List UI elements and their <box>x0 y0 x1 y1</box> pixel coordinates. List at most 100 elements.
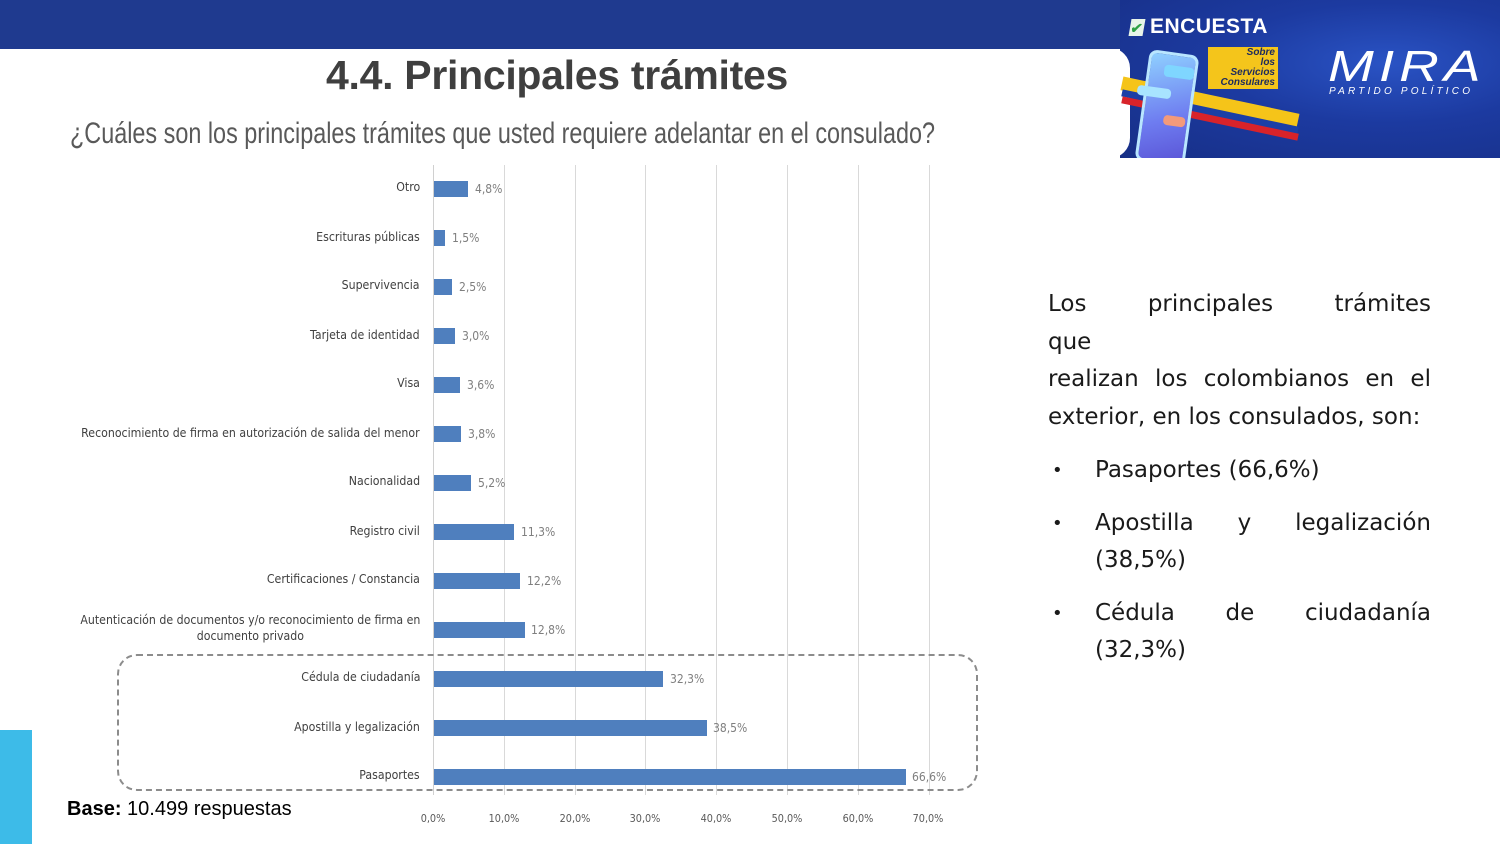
x-tick-label: 60,0% <box>842 812 874 825</box>
value-label: 32,3% <box>670 672 705 686</box>
category-label: Apostilla y legalización <box>294 719 420 734</box>
word: de <box>1225 600 1255 626</box>
bar <box>434 328 456 344</box>
value-label: 5,2% <box>478 476 506 490</box>
category-label: Cédula de ciudadanía <box>300 669 420 684</box>
x-tick-label: 10,0% <box>488 812 520 825</box>
category-label: Certificaciones / Constancia <box>266 571 420 586</box>
survey-subtitle-box: Sobre los Servicios Consulares <box>1208 47 1278 89</box>
gridline <box>787 165 788 795</box>
brand-subtitle: PARTIDO POLÍTICO <box>1329 86 1474 97</box>
category-label-line: documento privado <box>196 628 304 643</box>
word: Apostilla <box>1095 510 1194 536</box>
value-label: 4,8% <box>475 182 503 196</box>
bar <box>434 181 468 197</box>
survey-question: ¿Cuáles son los principales trámites que… <box>70 117 936 150</box>
category-label: Escrituras públicas <box>316 229 420 244</box>
top-three-highlight-box <box>117 654 978 791</box>
bar <box>434 377 460 393</box>
chat-bubble-icon <box>1163 64 1195 81</box>
summary-item: • Apostilla y legalización (38,5%) <box>1048 505 1431 579</box>
bar <box>434 769 906 785</box>
category-label: Nacionalidad <box>348 473 420 488</box>
y-axis-line <box>433 165 434 795</box>
base-note: Base: 10.499 respuestas <box>67 798 292 821</box>
survey-label: ✔ ENCUESTA <box>1128 15 1268 39</box>
gridline <box>857 165 859 795</box>
x-tick-label: 0,0% <box>420 812 446 825</box>
side-accent-bar <box>0 730 32 844</box>
gridline <box>645 165 647 795</box>
bar <box>434 671 663 687</box>
word: y <box>1237 510 1252 536</box>
brand-logo: MIRA <box>1328 42 1486 91</box>
value-label: 3,6% <box>467 378 495 392</box>
intro-line: realizan los colombianos en el <box>1048 361 1431 399</box>
survey-subtitle-line: Consulares <box>1220 77 1275 88</box>
value-label: 3,8% <box>468 427 496 441</box>
value-label: 12,8% <box>531 623 566 637</box>
bar <box>434 524 514 540</box>
value-label: 2,5% <box>459 280 487 294</box>
bullet-icon: • <box>1052 513 1063 534</box>
value-label: 3,0% <box>462 329 490 343</box>
phone-illustration-icon <box>1134 49 1200 158</box>
page-title: 4.4. Principales trámites <box>326 52 788 98</box>
category-label-line: Autenticación de documentos y/o reconoci… <box>79 612 420 627</box>
survey-banner: ✔ ENCUESTA Sobre los Servicios Consulare… <box>1120 0 1500 158</box>
summary-item-text: Pasaportes (66,6%) <box>1095 457 1320 483</box>
bar-chart: 4,8% 1,5% 2,5% 3,0% 3,6% 3,8% 5,2% 11,3%… <box>0 160 1000 840</box>
bar <box>434 475 471 491</box>
category-label: Pasaportes <box>359 767 420 782</box>
intro-line: Los principales trámites que <box>1048 286 1431 361</box>
category-label: Supervivencia <box>342 277 420 292</box>
bar <box>434 622 525 638</box>
category-label: Autenticación de documentos y/o reconoci… <box>80 612 420 644</box>
word: Cédula <box>1095 600 1175 626</box>
value-label: 12,2% <box>527 574 562 588</box>
intro-line: exterior, en los consulados, son: <box>1048 403 1421 430</box>
word: legalización <box>1295 510 1431 536</box>
word: ciudadanía <box>1304 600 1431 626</box>
category-label: Visa <box>397 375 420 390</box>
summary-intro: Los principales trámites que realizan lo… <box>1048 286 1431 436</box>
survey-label-text: ENCUESTA <box>1150 15 1268 38</box>
value-label: 1,5% <box>452 231 480 245</box>
summary-item: • Cédula de ciudadanía (32,3%) <box>1048 595 1431 669</box>
plot-area: 4,8% 1,5% 2,5% 3,0% 3,6% 3,8% 5,2% 11,3%… <box>433 165 946 795</box>
title-panel <box>0 49 1120 159</box>
intro-line-text: Los principales trámites que <box>1048 291 1431 355</box>
category-label: Registro civil <box>349 523 420 538</box>
bar <box>434 426 461 442</box>
summary-list: • Pasaportes (66,6%) • Apostilla y legal… <box>1048 452 1431 669</box>
base-value: 10.499 respuestas <box>121 798 292 820</box>
bar <box>434 720 707 736</box>
category-label: Otro <box>396 179 420 194</box>
gridline <box>716 165 718 795</box>
x-tick-label: 20,0% <box>559 812 591 825</box>
gridline <box>503 165 505 795</box>
survey-subtitle-line: Servicios <box>1230 67 1275 78</box>
button-pill-icon <box>1162 114 1186 128</box>
summary-item-line: Apostilla y legalización <box>1095 505 1431 542</box>
category-label: Tarjeta de identidad <box>310 327 420 342</box>
x-tick-label: 40,0% <box>700 812 732 825</box>
value-label: 38,5% <box>713 721 748 735</box>
gridline <box>928 165 930 795</box>
summary-item-line: (38,5%) <box>1095 547 1187 573</box>
x-tick-label: 30,0% <box>629 812 661 825</box>
category-label: Reconocimiento de firma en autorización … <box>81 425 420 440</box>
bar <box>434 230 445 246</box>
survey-subtitle-line: los <box>1260 57 1275 68</box>
x-tick-label: 70,0% <box>912 812 944 825</box>
value-label: 66,6% <box>912 770 947 784</box>
bullet-icon: • <box>1052 460 1063 481</box>
bullet-icon: • <box>1052 603 1063 624</box>
summary-text: Los principales trámites que realizan lo… <box>1048 286 1431 685</box>
survey-subtitle-line: Sobre <box>1246 47 1275 58</box>
gridline <box>574 165 576 795</box>
bar <box>434 573 521 589</box>
summary-item-line: Cédula de ciudadanía <box>1095 595 1431 632</box>
base-label: Base: <box>67 798 122 820</box>
summary-item-line: (32,3%) <box>1095 637 1187 663</box>
